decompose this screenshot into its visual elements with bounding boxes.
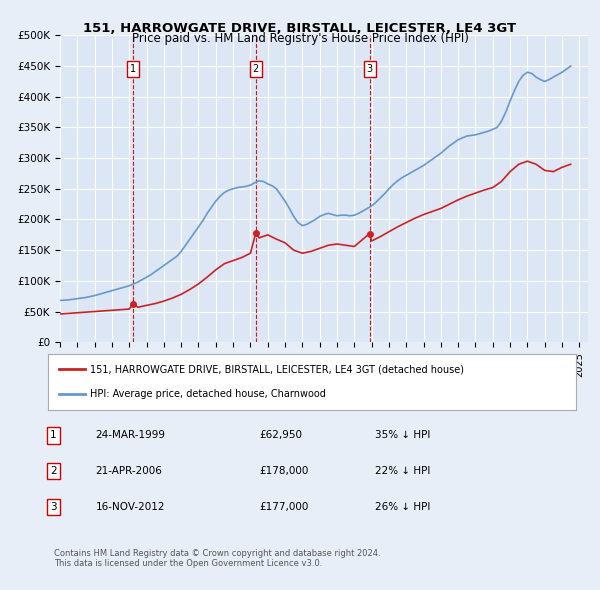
Text: 2: 2: [253, 64, 259, 74]
Text: 151, HARROWGATE DRIVE, BIRSTALL, LEICESTER, LE4 3GT (detached house): 151, HARROWGATE DRIVE, BIRSTALL, LEICEST…: [90, 364, 464, 374]
Text: £177,000: £177,000: [259, 502, 308, 512]
Text: 22% ↓ HPI: 22% ↓ HPI: [376, 466, 431, 476]
Text: HPI: Average price, detached house, Charnwood: HPI: Average price, detached house, Char…: [90, 389, 326, 399]
Text: Price paid vs. HM Land Registry's House Price Index (HPI): Price paid vs. HM Land Registry's House …: [131, 32, 469, 45]
Text: 16-NOV-2012: 16-NOV-2012: [95, 502, 165, 512]
Text: 1: 1: [50, 431, 56, 440]
Text: Contains HM Land Registry data © Crown copyright and database right 2024.
This d: Contains HM Land Registry data © Crown c…: [54, 549, 380, 568]
Text: 3: 3: [50, 502, 56, 512]
Text: 21-APR-2006: 21-APR-2006: [95, 466, 163, 476]
Text: £62,950: £62,950: [259, 431, 302, 440]
Text: 35% ↓ HPI: 35% ↓ HPI: [376, 431, 431, 440]
Text: 26% ↓ HPI: 26% ↓ HPI: [376, 502, 431, 512]
Text: 1: 1: [130, 64, 136, 74]
Text: £178,000: £178,000: [259, 466, 308, 476]
Text: 3: 3: [367, 64, 373, 74]
Text: 151, HARROWGATE DRIVE, BIRSTALL, LEICESTER, LE4 3GT: 151, HARROWGATE DRIVE, BIRSTALL, LEICEST…: [83, 22, 517, 35]
Text: 2: 2: [50, 466, 56, 476]
Text: 24-MAR-1999: 24-MAR-1999: [95, 431, 166, 440]
